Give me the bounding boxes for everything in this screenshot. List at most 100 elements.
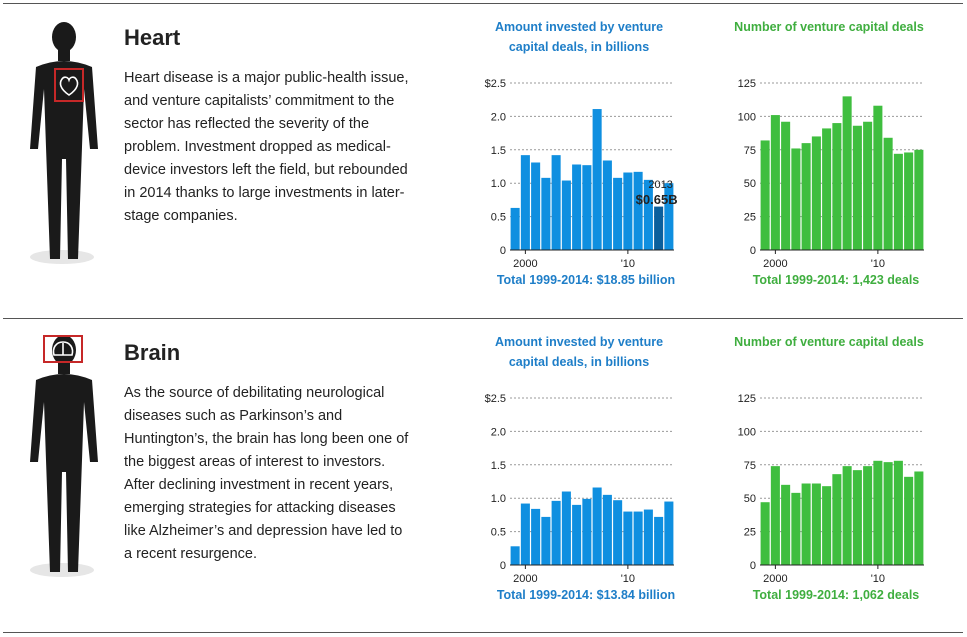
y-tick-label: $2.5 bbox=[485, 393, 506, 405]
bar bbox=[633, 511, 643, 565]
bar bbox=[541, 516, 551, 565]
y-tick-label: 100 bbox=[738, 426, 756, 438]
y-tick-label: 1.5 bbox=[491, 145, 506, 157]
bar bbox=[654, 206, 664, 250]
bar bbox=[811, 483, 821, 565]
bar bbox=[664, 183, 674, 250]
y-tick-label: 125 bbox=[738, 78, 756, 90]
brain-amount-chart: 0 0.5 1.0 1.5 2.0 $2.5 2000 '10 bbox=[485, 393, 674, 585]
section-description: As the source of debilitating neurologic… bbox=[124, 385, 409, 562]
bar bbox=[883, 137, 893, 250]
bar bbox=[904, 476, 914, 565]
bar bbox=[760, 140, 770, 250]
bar bbox=[531, 162, 541, 250]
bar bbox=[852, 470, 862, 565]
y-tick-label: 0 bbox=[500, 560, 506, 572]
deals-chart-title: Number of venture capital deals bbox=[734, 20, 924, 34]
y-tick-label: 0.5 bbox=[491, 527, 506, 539]
bar bbox=[852, 125, 862, 250]
bar bbox=[572, 164, 582, 250]
bar bbox=[561, 180, 571, 250]
middle-divider bbox=[3, 318, 963, 319]
bar bbox=[842, 96, 852, 250]
deals-chart-title: Number of venture capital deals bbox=[734, 335, 924, 349]
y-tick-label: 0 bbox=[750, 245, 756, 257]
bar bbox=[592, 109, 602, 250]
bar bbox=[863, 121, 873, 250]
top-divider bbox=[3, 3, 963, 4]
y-tick-label: 1.0 bbox=[491, 493, 506, 505]
brain-icon bbox=[52, 341, 74, 356]
bar bbox=[883, 462, 893, 565]
section-title: Heart bbox=[124, 25, 181, 50]
x-tick-label: 2000 bbox=[513, 258, 537, 270]
bar bbox=[770, 466, 780, 565]
bar bbox=[613, 177, 623, 250]
deals-total-label: Total 1999-2014: 1,062 deals bbox=[752, 588, 920, 602]
bar bbox=[613, 500, 623, 565]
bar bbox=[770, 115, 780, 250]
x-tick-label: 2000 bbox=[513, 573, 537, 585]
y-tick-label: 50 bbox=[744, 493, 756, 505]
bar bbox=[801, 143, 811, 250]
bar bbox=[760, 502, 770, 565]
y-tick-label: 0 bbox=[750, 560, 756, 572]
bar bbox=[791, 492, 801, 565]
bar bbox=[643, 179, 653, 250]
bar bbox=[914, 471, 924, 565]
y-tick-label: 75 bbox=[744, 145, 756, 157]
heart-section: Heart Heart disease is a major public-he… bbox=[0, 3, 967, 318]
bar bbox=[633, 171, 643, 250]
y-tick-label: 25 bbox=[744, 527, 756, 539]
heart-icon bbox=[59, 76, 79, 96]
bar bbox=[561, 491, 571, 565]
bar bbox=[572, 504, 582, 565]
x-tick-label: '10 bbox=[871, 573, 885, 585]
bar bbox=[893, 153, 903, 250]
amount-chart-title: Amount invested by venture capital deals… bbox=[494, 20, 664, 54]
bar bbox=[602, 494, 612, 565]
bar bbox=[781, 121, 791, 250]
heart-organ-box bbox=[54, 68, 84, 102]
section-description: Heart disease is a major public-health i… bbox=[124, 70, 409, 224]
bar bbox=[510, 546, 520, 565]
bar bbox=[643, 509, 653, 565]
bar bbox=[541, 177, 551, 250]
bar bbox=[811, 136, 821, 250]
bar bbox=[582, 498, 592, 565]
x-tick-label: 2000 bbox=[763, 258, 787, 270]
y-tick-label: 125 bbox=[738, 393, 756, 405]
figure-shadow bbox=[30, 563, 94, 577]
bar bbox=[582, 165, 592, 250]
bar bbox=[914, 149, 924, 250]
bar bbox=[832, 474, 842, 565]
bar bbox=[863, 466, 873, 565]
figure-shadow bbox=[30, 250, 94, 264]
amount-total-label: Total 1999-2014: $18.85 billion bbox=[496, 273, 676, 287]
y-tick-label: 1.0 bbox=[491, 178, 506, 190]
bar bbox=[520, 503, 530, 565]
brain-organ-box bbox=[43, 335, 83, 363]
bar bbox=[623, 172, 633, 250]
x-tick-label: '10 bbox=[621, 573, 635, 585]
bar bbox=[551, 155, 561, 250]
bar bbox=[781, 484, 791, 565]
y-tick-label: 2.0 bbox=[491, 111, 506, 123]
brain-section: Brain As the source of debilitating neur… bbox=[0, 318, 967, 633]
y-tick-label: 75 bbox=[744, 460, 756, 472]
annotation-value: $0.65B bbox=[636, 192, 678, 207]
y-tick-label: 2.0 bbox=[491, 426, 506, 438]
bar bbox=[520, 155, 530, 250]
bar bbox=[654, 516, 664, 565]
bar bbox=[822, 486, 832, 565]
y-tick-label: 100 bbox=[738, 111, 756, 123]
bar bbox=[602, 160, 612, 250]
y-tick-label: 25 bbox=[744, 212, 756, 224]
bar bbox=[893, 460, 903, 565]
section-title: Brain bbox=[124, 340, 181, 365]
bar bbox=[791, 148, 801, 250]
x-tick-label: 2000 bbox=[763, 573, 787, 585]
annotation-year: 2013 bbox=[648, 179, 672, 191]
bar bbox=[873, 105, 883, 250]
bar bbox=[842, 466, 852, 565]
